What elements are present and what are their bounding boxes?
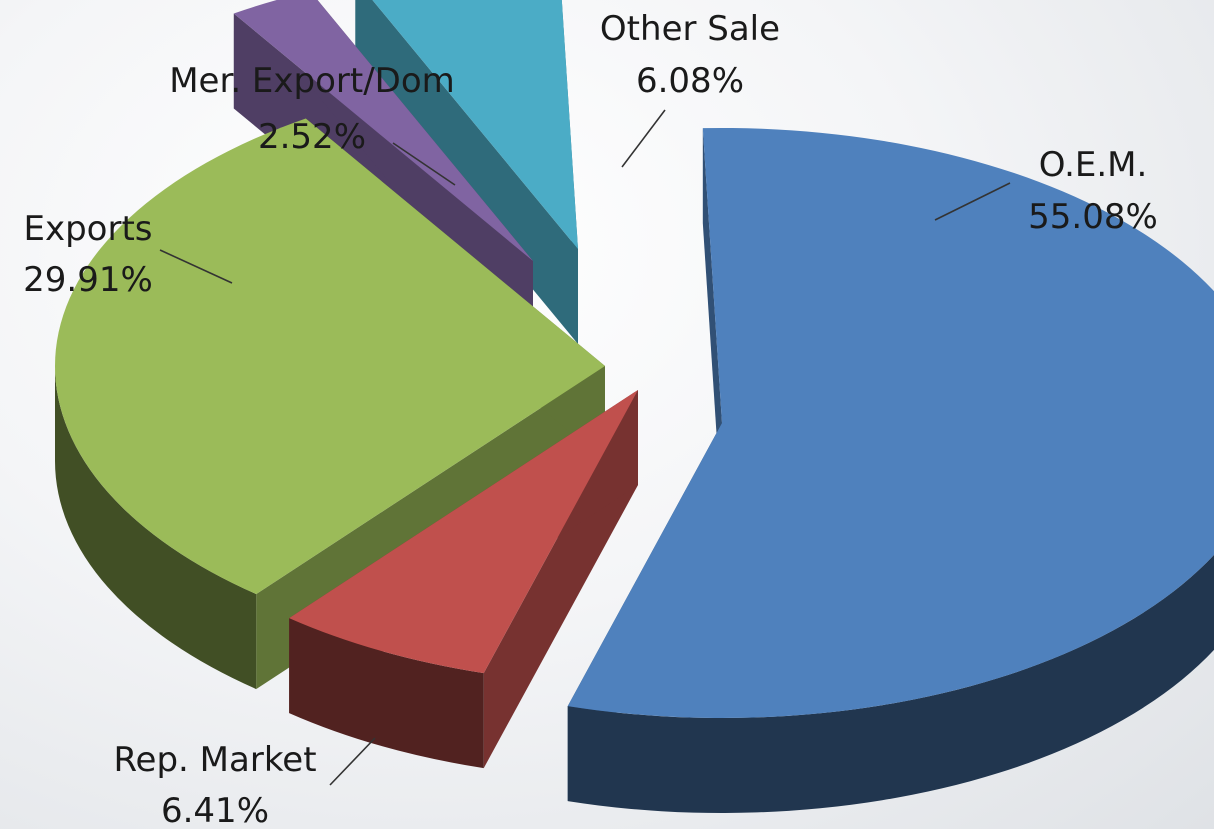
leader-line-exports (159, 249, 233, 284)
label-other-sale-value: 6.08% (636, 61, 744, 101)
leader-line-mer-export (392, 142, 456, 186)
slice-exports-top (54, 118, 606, 595)
slice-rep-market (289, 390, 638, 769)
label-oem-value: 55.08% (1028, 197, 1158, 237)
leader-line-oem (934, 182, 1011, 221)
label-exports-value: 29.91% (23, 260, 153, 300)
slice-rep-market-top (289, 390, 638, 674)
slice-oem-side (567, 554, 1214, 813)
slice-mer-export-top (233, 0, 533, 261)
slice-oem (567, 128, 1214, 813)
label-rep-market-value: 6.41% (161, 791, 269, 829)
label-exports-name: Exports (23, 209, 152, 249)
slice-oem-top (567, 128, 1214, 718)
label-mer-export-name: Mer. Export/Dom (169, 61, 455, 101)
leader-line-other-sale (621, 109, 666, 168)
label-other-sale-name: Other Sale (600, 9, 780, 49)
slice-other-sale-top (372, 0, 578, 249)
slice-exports-side (55, 366, 257, 690)
leader-line-rep-market (329, 737, 376, 786)
label-rep-market-name: Rep. Market (113, 740, 316, 780)
label-mer-export-value: 2.52% (258, 117, 366, 157)
slice-oem-wall-0 (702, 128, 722, 519)
slice-rep-market-side (289, 618, 484, 769)
label-oem-name: O.E.M. (1039, 145, 1148, 185)
